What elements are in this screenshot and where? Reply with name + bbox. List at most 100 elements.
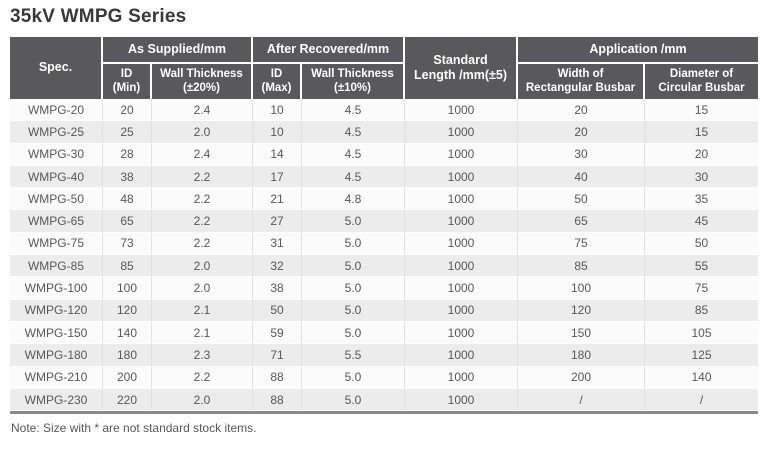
table-row: WMPG-30 28 2.4 14 4.5 1000 30 20 [10, 143, 759, 166]
table-row: WMPG-20 20 2.4 10 4.5 1000 20 15 [10, 99, 759, 122]
table-row: WMPG-210 200 2.2 88 5.0 1000 200 140 [10, 366, 759, 389]
id-max-cell: 32 [253, 255, 302, 278]
spec-cell: WMPG-210 [10, 366, 103, 389]
width-rectangular-cell: 30 [518, 143, 646, 166]
width-rectangular-cell: 40 [518, 165, 646, 189]
id-max-cell: 71 [253, 344, 302, 367]
spec-table: Spec. As Supplied/mm After Recovered/mm … [10, 37, 759, 415]
table-row: WMPG-85 85 2.0 32 5.0 1000 85 55 [10, 255, 759, 278]
wall-thickness-20-cell: 2.0 [152, 121, 253, 144]
wall-thickness-20-cell: 2.0 [152, 277, 253, 300]
diameter-circular-cell: 55 [645, 255, 759, 278]
diameter-circular-cell: / [645, 388, 759, 412]
table-row: WMPG-180 180 2.3 71 5.5 1000 180 125 [10, 344, 759, 367]
wall-thickness-20-cell: 2.3 [152, 344, 253, 367]
id-max-cell: 50 [253, 299, 302, 322]
id-min-cell: 200 [103, 366, 152, 389]
spec-cell: WMPG-30 [10, 143, 103, 166]
table-header: Spec. As Supplied/mm After Recovered/mm … [10, 37, 759, 99]
header-diameter-circular-busbar: Diameter of Circular Busbar [645, 63, 759, 99]
table-row: WMPG-65 65 2.2 27 5.0 1000 65 45 [10, 210, 759, 233]
standard-length-cell: 1000 [405, 277, 519, 300]
id-min-cell: 48 [103, 188, 152, 211]
header-as-supplied-group: As Supplied/mm [103, 37, 253, 64]
width-rectangular-cell: / [518, 388, 646, 412]
header-standard-length: Standard Length /mm(±5) [405, 37, 519, 99]
width-rectangular-cell: 150 [518, 321, 646, 345]
wall-thickness-10-cell: 5.5 [302, 344, 406, 367]
width-rectangular-cell: 65 [518, 210, 646, 233]
table-row: WMPG-25 25 2.0 10 4.5 1000 20 15 [10, 121, 759, 144]
standard-length-cell: 1000 [405, 165, 519, 189]
wall-thickness-10-cell: 4.5 [302, 99, 406, 122]
id-max-cell: 31 [253, 232, 302, 256]
header-after-recovered-group: After Recovered/mm [253, 37, 406, 64]
id-min-cell: 65 [103, 210, 152, 233]
diameter-circular-cell: 30 [645, 165, 759, 189]
table-row: WMPG-75 73 2.2 31 5.0 1000 75 50 [10, 232, 759, 256]
wall-thickness-10-cell: 5.0 [302, 255, 406, 278]
header-spec: Spec. [10, 37, 103, 99]
wall-thickness-10-cell: 5.0 [302, 299, 406, 322]
wall-thickness-20-cell: 2.4 [152, 99, 253, 122]
footnote: Note: Size with * are not standard stock… [11, 421, 257, 436]
width-rectangular-cell: 20 [518, 121, 646, 144]
width-rectangular-cell: 100 [518, 277, 646, 300]
diameter-circular-cell: 15 [645, 99, 759, 122]
id-min-cell: 120 [103, 299, 152, 322]
id-min-cell: 100 [103, 277, 152, 300]
diameter-circular-cell: 15 [645, 121, 759, 144]
standard-length-cell: 1000 [405, 232, 519, 256]
standard-length-cell: 1000 [405, 344, 519, 367]
id-min-cell: 140 [103, 321, 152, 345]
id-min-cell: 73 [103, 232, 152, 256]
wall-thickness-20-cell: 2.0 [152, 255, 253, 278]
width-rectangular-cell: 85 [518, 255, 646, 278]
spec-cell: WMPG-180 [10, 344, 103, 367]
width-rectangular-cell: 180 [518, 344, 646, 367]
standard-length-cell: 1000 [405, 255, 519, 278]
spec-cell: WMPG-50 [10, 188, 103, 211]
header-application-group: Application /mm [518, 37, 759, 64]
id-max-cell: 59 [253, 321, 302, 345]
id-max-cell: 38 [253, 277, 302, 300]
diameter-circular-cell: 105 [645, 321, 759, 345]
table-row: WMPG-50 48 2.2 21 4.8 1000 50 35 [10, 188, 759, 211]
table-row: WMPG-230 220 2.0 88 5.0 1000 / / [10, 388, 759, 412]
diameter-circular-cell: 85 [645, 299, 759, 322]
wall-thickness-20-cell: 2.2 [152, 188, 253, 211]
diameter-circular-cell: 75 [645, 277, 759, 300]
wall-thickness-10-cell: 5.0 [302, 232, 406, 256]
spec-cell: WMPG-85 [10, 255, 103, 278]
spec-cell: WMPG-150 [10, 321, 103, 345]
table-body: WMPG-20 20 2.4 10 4.5 1000 20 15 WMPG-25… [10, 99, 759, 412]
id-max-cell: 88 [253, 366, 302, 389]
wall-thickness-20-cell: 2.0 [152, 388, 253, 412]
wall-thickness-10-cell: 5.0 [302, 366, 406, 389]
wall-thickness-20-cell: 2.1 [152, 321, 253, 345]
diameter-circular-cell: 45 [645, 210, 759, 233]
width-rectangular-cell: 50 [518, 188, 646, 211]
spec-cell: WMPG-40 [10, 165, 103, 189]
wall-thickness-10-cell: 4.5 [302, 165, 406, 189]
header-wall-thickness-20: Wall Thickness (±20%) [152, 63, 253, 99]
wall-thickness-10-cell: 5.0 [302, 210, 406, 233]
width-rectangular-cell: 200 [518, 366, 646, 389]
wall-thickness-20-cell: 2.2 [152, 232, 253, 256]
standard-length-cell: 1000 [405, 121, 519, 144]
wall-thickness-20-cell: 2.2 [152, 210, 253, 233]
page-title: 35kV WMPG Series [10, 6, 187, 27]
standard-length-cell: 1000 [405, 299, 519, 322]
wall-thickness-20-cell: 2.1 [152, 299, 253, 322]
diameter-circular-cell: 125 [645, 344, 759, 367]
wall-thickness-10-cell: 4.5 [302, 121, 406, 144]
id-max-cell: 10 [253, 121, 302, 144]
spec-cell: WMPG-65 [10, 210, 103, 233]
spec-cell: WMPG-75 [10, 232, 103, 256]
id-min-cell: 85 [103, 255, 152, 278]
id-min-cell: 28 [103, 143, 152, 166]
id-max-cell: 17 [253, 165, 302, 189]
diameter-circular-cell: 140 [645, 366, 759, 389]
id-max-cell: 21 [253, 188, 302, 211]
diameter-circular-cell: 50 [645, 232, 759, 256]
